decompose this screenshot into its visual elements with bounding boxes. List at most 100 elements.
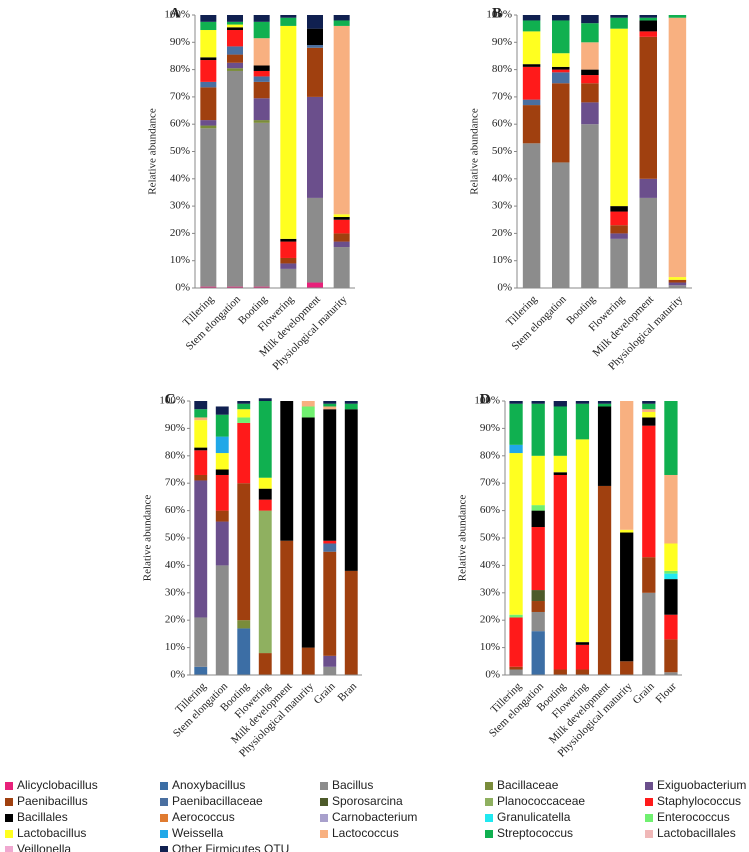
bar-segment [597,403,612,407]
bar-segment [509,453,523,615]
bar-segment [509,614,523,618]
legend-swatch [485,830,493,838]
bar-segment [522,15,541,21]
legend-swatch [645,814,653,822]
bar-segment [323,666,337,675]
bar-segment [253,15,270,22]
bar-segment [610,15,628,18]
legend-swatch [5,798,13,806]
bar-segment [668,17,687,278]
bar-segment [200,15,217,22]
legend-swatch [645,798,653,806]
bar-segment [227,21,243,25]
legend-label: Bacillus [332,778,373,792]
bar-segment [323,543,337,552]
bar-segment [522,20,541,32]
bar-segment [194,450,208,475]
y-tick-label: 30% [170,200,190,212]
bar-segment [227,68,243,71]
bar-segment [581,102,599,125]
bar-segment [552,72,570,84]
bar-segment [253,65,270,71]
bar-segment [639,31,657,37]
bar-segment [194,666,208,675]
bar-segment [553,472,567,475]
bar-segment [522,64,541,67]
bar-segment [280,257,297,264]
bar-segment [531,590,545,602]
bar-segment [194,417,208,421]
bar-segment [280,263,297,269]
bar-segment [522,99,541,106]
bar-segment [639,17,657,21]
bar-segment [280,238,297,242]
y-tick-label: 40% [170,172,190,184]
bar-segment [301,406,315,418]
bar-segment [333,217,350,220]
bar-segment [610,206,628,212]
bar-segment [664,573,678,580]
y-tick-label: 20% [170,227,190,239]
bar-segment [664,543,678,571]
legend-label: Sporosarcina [332,794,403,808]
bar-segment [301,417,315,648]
bar-segment [642,411,656,418]
bar-segment [323,401,337,404]
bar-segment [280,268,297,288]
bar-segment [215,436,229,454]
bar-segment [575,403,590,440]
bar-segment [610,17,628,29]
bar-segment [194,480,208,618]
bar-segment [610,238,628,288]
bar-segment [664,672,678,675]
bar-segment [253,122,270,287]
legend-label: Staphylococcus [657,794,741,808]
legend-swatch [485,782,493,790]
bar-segment [323,403,337,407]
bar-segment [258,398,272,401]
bar-segment [642,409,656,412]
bar-segment [253,38,270,66]
bar-segment [215,474,229,511]
bar-segment [522,66,541,100]
bar-segment [531,510,545,528]
bar-segment [200,128,217,287]
bar-segment [323,655,337,667]
legend-label: Paenibacillus [17,794,88,808]
bar-segment [581,75,599,84]
bar-segment [575,669,590,675]
y-tick-label: 40% [165,559,185,571]
bar-segment [227,30,243,47]
bar-segment [227,46,243,55]
bar-segment [581,83,599,103]
bar-segment [664,579,678,615]
bar-segment [344,401,358,404]
bar-segment [509,666,523,670]
bar-segment [620,529,634,533]
bar-segment [531,631,545,675]
bar-segment [307,96,323,198]
bar-segment [307,28,323,46]
bar-segment [215,453,229,470]
y-tick-label: 70% [492,90,512,102]
bar-segment [280,540,294,675]
bar-segment [553,455,567,473]
bar-segment [200,286,217,288]
bar-segment [668,282,687,286]
bar-segment [597,401,612,404]
bar-segment [597,406,612,486]
legend-label: Granulicatella [497,810,571,824]
bar-segment [668,277,687,280]
bar-segment [194,409,208,418]
y-axis-label: Relative abundance [457,495,469,582]
y-tick-label: 20% [165,614,185,626]
bar-segment [253,21,270,39]
legend-label: Paenibacillaceae [172,794,263,808]
bar-segment [642,401,656,404]
bar-segment [258,510,272,654]
y-axis-label: Relative abundance [469,108,481,195]
y-tick-label: 80% [480,449,500,461]
y-tick-label: 100% [486,9,512,21]
legend-label: Bacillales [17,810,68,824]
bar-segment [200,120,217,126]
